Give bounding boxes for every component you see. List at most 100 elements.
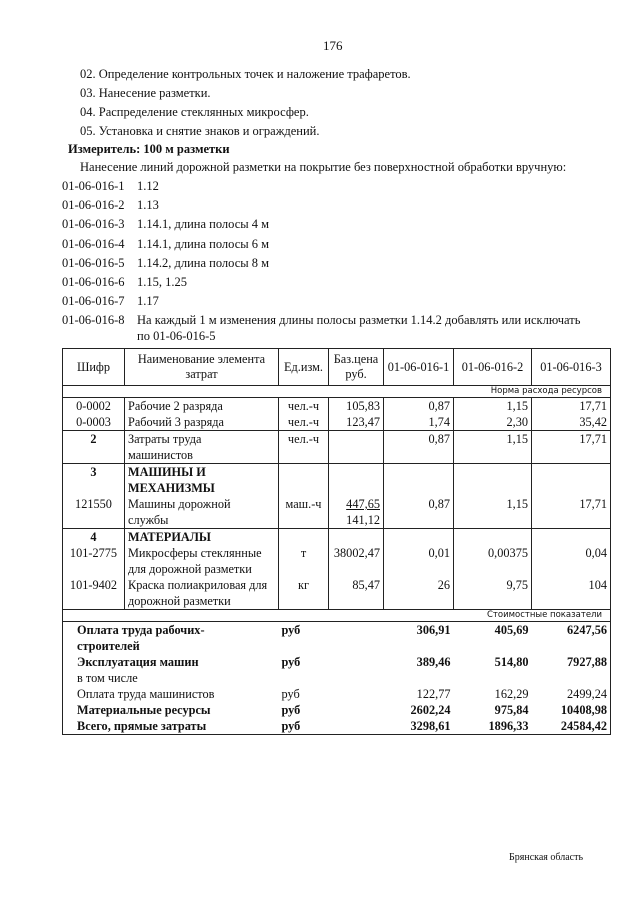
row-code: 4 <box>62 528 125 545</box>
code-id: 01-06-016-1 <box>62 179 125 193</box>
row-value: 1,74 <box>383 414 454 431</box>
summary-value: 405,69 <box>494 623 529 637</box>
row-unit: чел.-ч <box>278 414 329 431</box>
summary-name: Оплата труда рабочих- строителей <box>62 621 279 654</box>
code-id: 01-06-016-2 <box>62 198 125 213</box>
row-value: 2,30 <box>453 414 532 431</box>
column-header: Баз.цена руб. <box>328 348 384 386</box>
code-description: 1.14.1, длина полосы 4 м <box>137 217 270 232</box>
row-value: 9,75 <box>453 577 532 610</box>
row-code: 0-0003 <box>62 414 125 431</box>
code-description: 1.12 <box>137 179 159 193</box>
column-header: 01-06-016-1 <box>383 348 454 386</box>
table-row: 0-0002 Рабочие 2 разряда чел.-ч 105,83 0,87 1… <box>62 397 611 414</box>
price-value: 105,83 <box>346 399 380 413</box>
row-value: 35,42 <box>531 414 611 431</box>
summary-value <box>384 670 454 686</box>
row-value: 0,04 <box>531 545 611 577</box>
price-value: 123,47 <box>346 415 380 429</box>
row-value <box>383 528 454 545</box>
summary-empty <box>329 622 384 655</box>
summary-value: 6247,56 <box>531 621 611 654</box>
summary-empty <box>328 718 384 735</box>
summary-row: в том числе <box>62 670 611 686</box>
row-unit: чел.-ч <box>278 397 329 414</box>
row-price <box>328 528 384 545</box>
step-line: 04. Распределение стеклянных микросфер. <box>80 105 309 119</box>
row-value <box>453 528 532 545</box>
summary-row: Оплата труда рабочих- строителей руб 306,9… <box>62 621 611 655</box>
code-description: На каждый 1 м изменения длины полосы раз… <box>137 313 581 328</box>
footer-region: Брянская область <box>509 852 584 863</box>
code-description-cont: по 01-06-016-5 <box>137 329 216 344</box>
summary-value: 389,46 <box>416 655 451 669</box>
price-value-2: 141,12 <box>346 513 380 527</box>
summary-unit: руб <box>281 703 301 717</box>
row-code: 3 <box>62 463 125 496</box>
row-value: 17,71 <box>531 496 611 529</box>
summary-empty <box>329 654 384 670</box>
intro-text: Нанесение линий дорожной разметки на пок… <box>80 160 567 174</box>
row-unit: кг <box>278 577 329 610</box>
summary-value: 975,84 <box>494 703 529 717</box>
code-id: 01-06-016-6 <box>62 275 125 289</box>
summary-empty <box>329 702 384 718</box>
code-id: 01-06-016-3 <box>62 217 125 232</box>
price-value: 38002,47 <box>333 546 380 560</box>
row-price: 38002,47 <box>328 545 384 577</box>
summary-unit: руб <box>281 655 301 669</box>
code-description: 1.14.2, длина полосы 8 м <box>137 255 270 270</box>
summary-value: 1896,33 <box>453 718 532 735</box>
row-value: 17,71 <box>531 397 611 414</box>
code-id: 01-06-016-8 <box>62 313 125 328</box>
row-unit <box>278 463 329 496</box>
summary-row: Материальные ресурсы руб 2602,24 975,84 1040… <box>62 702 611 718</box>
row-code: 101-2775 <box>62 545 125 577</box>
row-name: Машины дорожной службы <box>124 496 279 529</box>
summary-value: 306,91 <box>416 623 451 637</box>
step-line: 03. Нанесение разметки. <box>80 86 211 100</box>
summary-unit: руб <box>278 718 329 735</box>
section-row: Стоимостные показатели <box>62 609 611 622</box>
summary-value: 2602,24 <box>410 703 451 717</box>
summary-value: 514,80 <box>494 655 529 669</box>
summary-name: в том числе <box>62 670 279 686</box>
step-line: 02. Определение контрольных точек и нало… <box>80 67 411 81</box>
code-id: 01-06-016-5 <box>62 255 125 270</box>
section-row: Норма расхода ресурсов <box>62 385 611 398</box>
row-name: Затраты труда машинистов <box>124 430 279 464</box>
row-value: 17,71 <box>531 430 611 464</box>
row-price <box>328 430 384 464</box>
row-value <box>531 528 611 545</box>
table-row: 101-9402 Краска полиакриловая для дорожно… <box>62 577 611 610</box>
summary-value: 3298,61 <box>383 718 454 735</box>
code-description: 1.17 <box>137 294 159 309</box>
row-price <box>328 463 384 496</box>
column-header: Ед.изм. <box>278 348 329 386</box>
summary-row: Оплата труда машинистов руб 122,77 162,29 24… <box>62 686 611 702</box>
summary-name: Материальные ресурсы <box>62 702 279 718</box>
row-value: 1,15 <box>453 430 532 464</box>
row-unit: т <box>278 545 329 577</box>
row-value: 0,01 <box>383 545 454 577</box>
section-label: Стоимостные показатели <box>62 609 611 622</box>
summary-row: Всего, прямые затраты руб 3298,61 1896,33 24… <box>62 718 611 735</box>
summary-value <box>454 670 532 686</box>
row-unit: чел.-ч <box>278 430 329 464</box>
summary-name: Всего, прямые затраты <box>62 718 279 735</box>
row-code: 0-0002 <box>62 397 125 414</box>
row-value <box>453 463 532 496</box>
summary-value: 2499,24 <box>531 686 611 702</box>
summary-value: 10408,98 <box>531 702 611 718</box>
row-value: 26 <box>383 577 454 610</box>
summary-unit <box>279 670 329 686</box>
row-price: 447,65 141,12 <box>328 496 384 529</box>
row-name: Рабочие 2 разряда <box>124 397 279 414</box>
row-value: 1,15 <box>453 397 532 414</box>
table-row: 101-2775 Микросферы стеклянные для дорожн… <box>62 545 611 577</box>
table-row: 4 МАТЕРИАЛЫ <box>62 528 611 545</box>
row-code: 101-9402 <box>62 577 125 610</box>
summary-value: 122,77 <box>416 687 451 701</box>
summary-empty <box>329 686 384 702</box>
